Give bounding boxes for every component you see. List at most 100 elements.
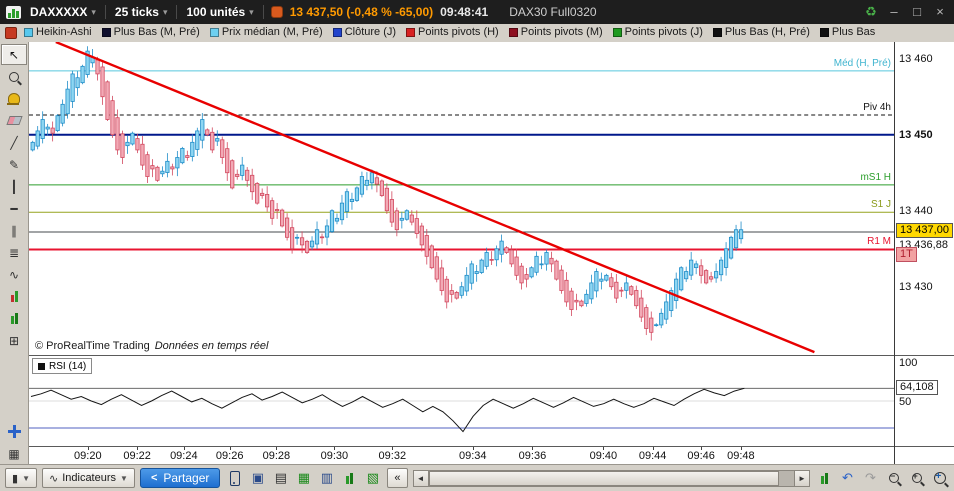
- alarm-tool[interactable]: [1, 88, 27, 109]
- pane-separator: [895, 355, 954, 356]
- rsi-value-badge: 64,108: [896, 380, 938, 396]
- window-layout-icon: ▣: [251, 470, 265, 486]
- units-selector[interactable]: 100 unités ▾: [184, 5, 255, 19]
- timeframe-selector[interactable]: 25 ticks ▾: [113, 5, 170, 19]
- zigzag-tool[interactable]: ∿: [1, 264, 27, 285]
- horizontal-scrollbar[interactable]: ◄ ►: [412, 469, 810, 487]
- rsi-indicator-label[interactable]: RSI (14): [32, 358, 93, 374]
- redo-icon[interactable]: ↷: [861, 469, 880, 488]
- share-label: Partager: [163, 471, 210, 485]
- minimize-icon[interactable]: –: [890, 4, 898, 19]
- scroll-left-icon[interactable]: ◄: [412, 469, 429, 487]
- watchlist-icon: ▥: [320, 470, 334, 486]
- positions-table-icon: ▦: [297, 470, 311, 486]
- time-tick: [532, 447, 534, 450]
- pencil-tool[interactable]: ✎: [1, 154, 27, 175]
- positions-table-icon[interactable]: ▦: [294, 469, 313, 488]
- share-button[interactable]: < Partager: [139, 468, 221, 488]
- refresh-icon[interactable]: ♻: [865, 4, 877, 19]
- detached-chart-icon: [346, 473, 353, 484]
- fibonacci-icon: ≣: [8, 245, 20, 260]
- price-chart[interactable]: © ProRealTime Trading Données en temps ré…: [29, 42, 894, 356]
- scrollbar-track[interactable]: [428, 469, 794, 487]
- time-tick: [276, 447, 278, 450]
- zoom-area-icon[interactable]: [930, 469, 949, 488]
- time-axis[interactable]: 09:20 09:22 09:24 09:26 09:28 09:30 09:32 09:34…: [29, 447, 894, 464]
- watchlist-icon[interactable]: ▥: [317, 469, 336, 488]
- layout-tool[interactable]: ▦: [1, 443, 27, 464]
- economic-calendar-icon: ▧: [366, 470, 380, 486]
- legend-item-heikin-ashi[interactable]: Heikin-Ashi: [24, 26, 92, 38]
- rsi-panel[interactable]: RSI (14): [29, 356, 894, 447]
- horizontal-line-icon: ━: [10, 201, 18, 216]
- chevron-down-icon: ▾: [249, 6, 254, 17]
- zoom-out-icon: [888, 471, 899, 483]
- maximize-icon[interactable]: □: [913, 4, 921, 19]
- price-axis[interactable]: 13 460 13 450 13 440 13 430 13 437,00 13 436,…: [894, 42, 954, 464]
- new-chart-icon[interactable]: [815, 469, 834, 488]
- plus-bas-h-pre-marker-icon: [712, 27, 722, 37]
- quick-access-icons: ▣ ▤ ▦ ▥ ▧: [225, 469, 382, 488]
- cursor-tool[interactable]: ↖: [1, 44, 27, 65]
- ms1-h-label: mS1 H: [860, 171, 891, 183]
- candle-pattern-icon: [11, 313, 18, 324]
- undo-icon[interactable]: ↶: [838, 469, 857, 488]
- vertical-line-tool[interactable]: ┃: [1, 176, 27, 197]
- instrument-selector[interactable]: DAXXXXX ▾: [28, 5, 98, 19]
- zoom-controls: ↶ ↷: [815, 469, 949, 488]
- legend-item-plus-bas-m-pre[interactable]: Plus Bas (M, Pré): [101, 26, 200, 38]
- trendline-tool[interactable]: ╱: [1, 132, 27, 153]
- horizontal-line-tool[interactable]: ━: [1, 198, 27, 219]
- divider: [176, 5, 178, 19]
- instrument-name: DAXXXXX: [30, 5, 88, 19]
- time-label: 09:20: [74, 450, 102, 462]
- legend-item-points-pivots-m[interactable]: Points pivots (M): [508, 26, 603, 38]
- collapse-toolbar-button[interactable]: «: [387, 468, 408, 488]
- eraser-tool[interactable]: [1, 110, 27, 131]
- chart-style-dropdown[interactable]: ▮ ▼: [5, 468, 37, 488]
- trendline-icon: ╱: [10, 135, 18, 150]
- mobile-icon: [229, 470, 240, 486]
- legend-menu-icon[interactable]: [5, 27, 17, 39]
- points-pivots-h-marker-icon: [406, 27, 416, 37]
- legend-item-plus-bas-2[interactable]: Plus Bas: [819, 26, 875, 38]
- mobile-icon[interactable]: [225, 469, 244, 488]
- zoom-tool[interactable]: [1, 66, 27, 87]
- legend-item-prix-median-m-pre[interactable]: Prix médian (M, Pré): [209, 26, 323, 38]
- contract-name: DAX30 Full0320: [509, 5, 597, 19]
- window-layout-icon[interactable]: ▣: [248, 469, 267, 488]
- pattern-tool[interactable]: [1, 286, 27, 307]
- legend-label: Heikin-Ashi: [36, 26, 92, 39]
- legend-label: Clôture (J): [344, 26, 397, 39]
- legend-label: Plus Bas (H, Pré): [724, 26, 810, 39]
- grid-tool[interactable]: ⊞: [1, 330, 27, 351]
- legend-item-plus-bas-h-pre[interactable]: Plus Bas (H, Pré): [712, 26, 810, 39]
- legend-item-cloture-j[interactable]: Clôture (J): [332, 26, 397, 39]
- time-tick: [229, 447, 231, 450]
- alarm-icon: [7, 93, 20, 105]
- candle-pattern-tool[interactable]: [1, 308, 27, 329]
- undo-icon: ↶: [842, 470, 853, 486]
- price-tick: 13 460: [899, 52, 933, 65]
- close-icon[interactable]: ×: [936, 4, 944, 19]
- alert-icon[interactable]: [270, 6, 283, 18]
- prix-median-m-pre-marker-icon: [209, 27, 219, 37]
- pivot-4h-label: Piv 4h: [863, 101, 891, 113]
- legend-item-points-pivots-h[interactable]: Points pivots (H): [406, 26, 499, 38]
- pan-tool[interactable]: [1, 421, 27, 442]
- economic-calendar-icon[interactable]: ▧: [363, 469, 382, 488]
- order-book-icon[interactable]: ▤: [271, 469, 290, 488]
- heikin-ashi-marker-icon: [24, 27, 33, 37]
- fibonacci-tool[interactable]: ≣: [1, 242, 27, 263]
- time-label: 09:30: [320, 450, 349, 462]
- time-tick: [652, 447, 654, 450]
- detached-chart-icon[interactable]: [340, 469, 359, 488]
- scrollbar-thumb[interactable]: [428, 470, 780, 486]
- legend-item-points-pivots-j[interactable]: Points pivots (J): [612, 26, 703, 38]
- indicators-button[interactable]: ∿ Indicateurs ▼: [41, 468, 135, 488]
- scroll-right-icon[interactable]: ►: [794, 469, 810, 487]
- zoom-out-icon[interactable]: [884, 469, 903, 488]
- channel-tool[interactable]: ∥: [1, 220, 27, 241]
- position-badge: 1T: [896, 247, 917, 263]
- zoom-in-icon[interactable]: [907, 469, 926, 488]
